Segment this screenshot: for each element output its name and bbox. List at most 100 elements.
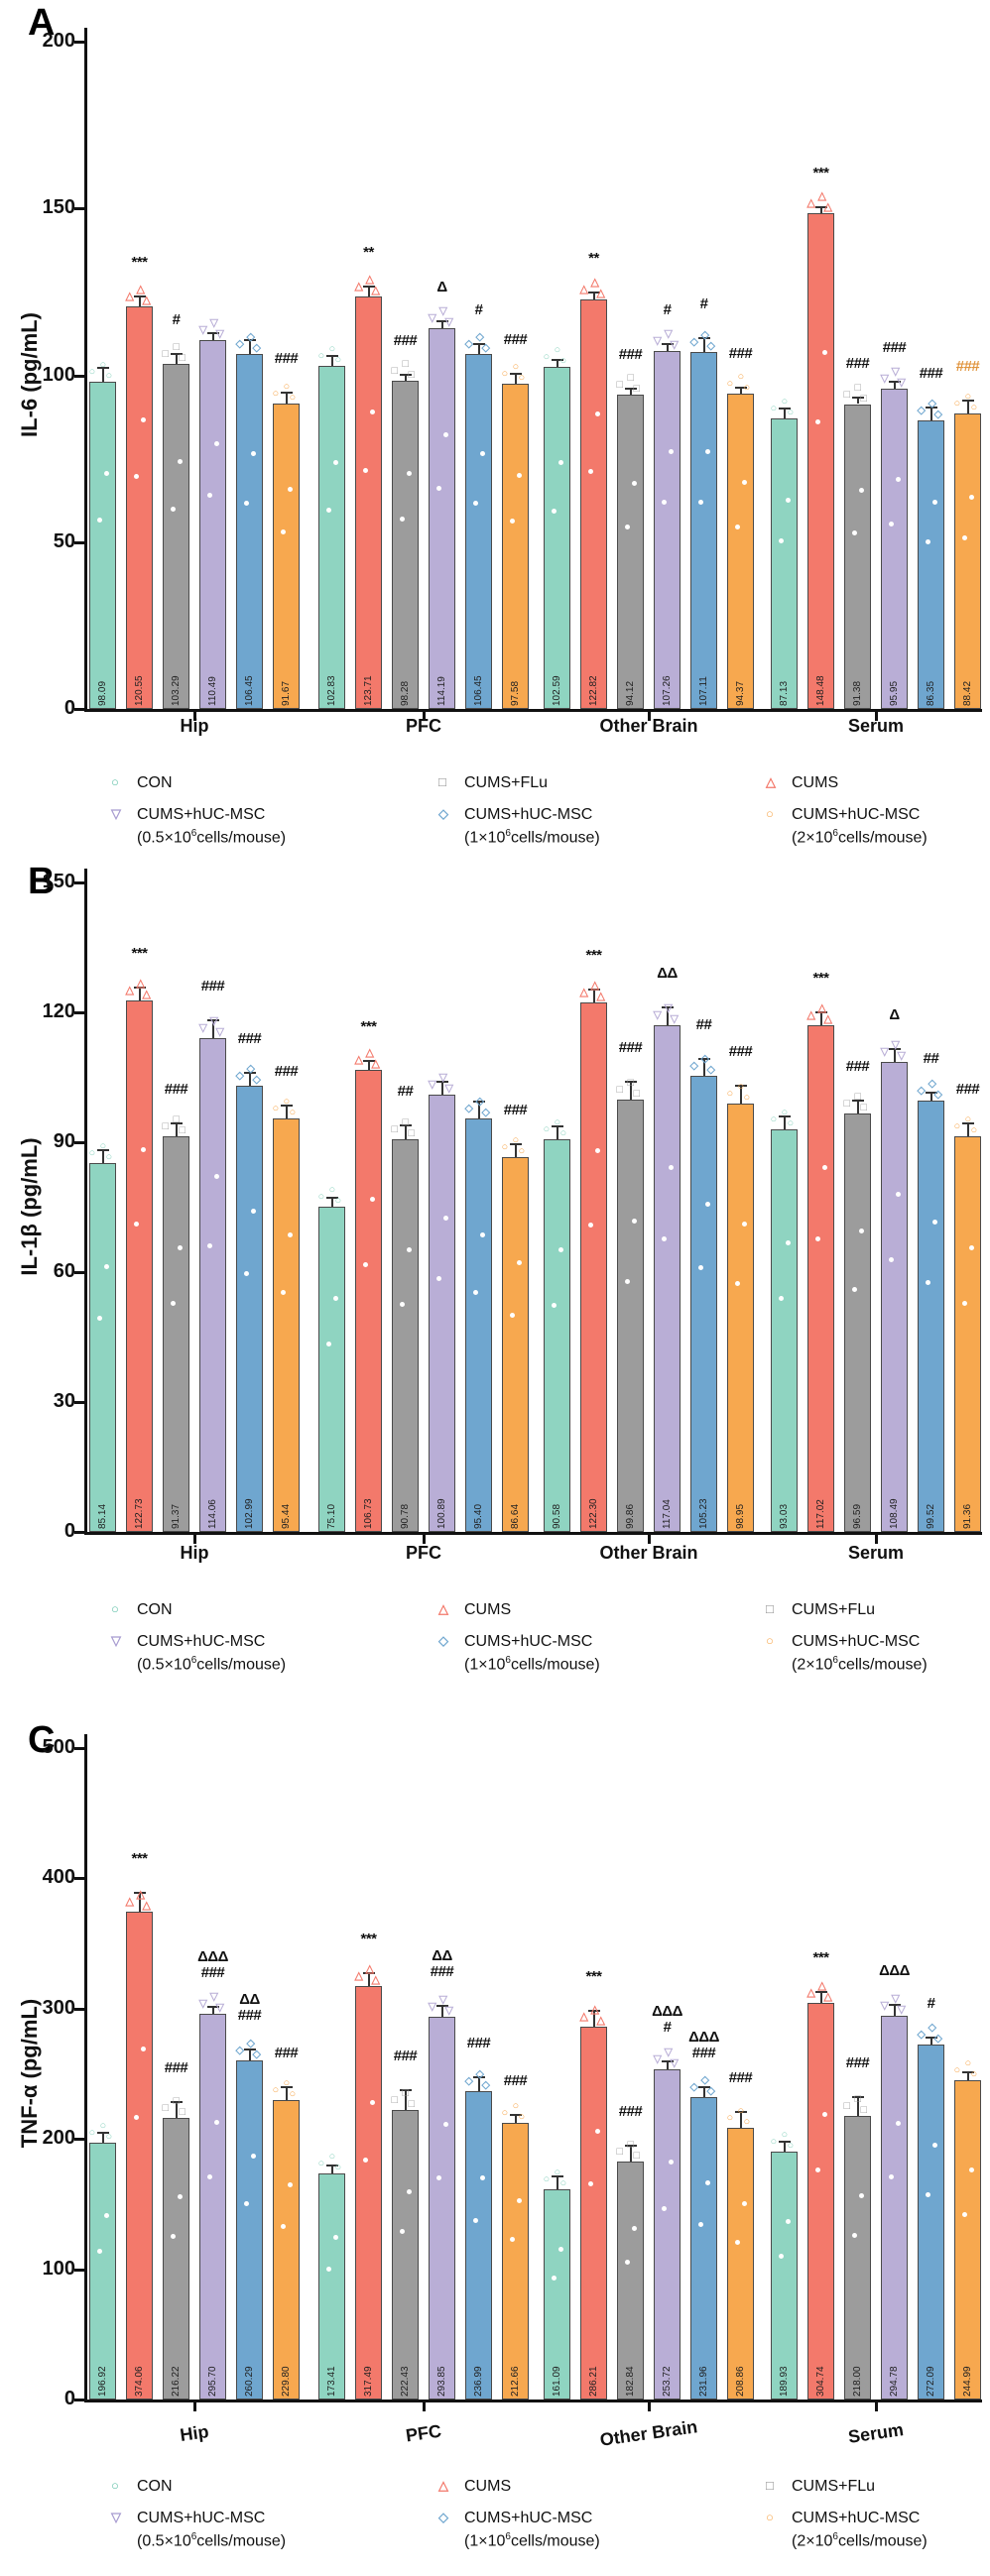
data-point-marker: ○ [105,369,113,382]
error-bar [248,1073,251,1087]
data-point-in-bar [206,2173,212,2179]
data-point-in-bar [624,1279,630,1285]
bar-value-label: 212.66 [509,2366,521,2397]
data-point-marker: ▽ [670,2056,679,2069]
error-bar [856,397,859,405]
data-point-in-bar [213,1174,219,1180]
bar-value-label: 260.29 [243,2366,255,2397]
data-point-marker: □ [179,1124,186,1137]
legend-marker-○: ○ [111,1601,119,1616]
bar [617,2161,644,2400]
data-point-in-bar [243,501,249,507]
bar-value-label: 173.41 [325,2366,337,2397]
bar [807,1025,834,1532]
error-bar [175,2102,178,2118]
data-point-in-bar [968,2167,974,2173]
data-point-in-bar [895,476,901,482]
error-bar [101,1150,104,1164]
data-point-marker: ◇ [928,2022,936,2035]
significance-marker: *** [360,1930,377,1947]
data-point-marker: □ [860,2103,868,2116]
data-point-marker: ○ [317,2158,325,2170]
y-axis-tick-label: 500 [42,1736,75,1758]
error-bar-cap [925,1091,937,1094]
significance-marker: ### [618,1039,643,1057]
data-point-in-bar [516,1259,522,1265]
bar [429,2016,455,2400]
data-point-marker: ▽ [438,1072,447,1085]
bar-value-label: 107.11 [697,676,709,706]
data-point-marker: ○ [334,2162,342,2174]
data-point-marker: ○ [554,343,561,356]
x-axis-group-tick [875,1535,878,1544]
significance-marker: *** [812,969,829,987]
significance-marker: *** [812,1949,829,1967]
data-point-in-bar [551,508,557,514]
data-point-marker: □ [633,1087,641,1100]
error-bar-cap [472,342,485,345]
data-point-marker: ○ [726,2111,734,2124]
significance-marker: *** [131,1849,148,1867]
y-axis-tick-label: 300 [42,1996,75,2019]
data-point-marker: ○ [512,1133,520,1146]
data-point-marker: ○ [953,398,961,410]
data-point-in-bar [280,1290,286,1296]
data-point-in-bar [442,432,448,438]
error-bar-cap [851,2096,864,2099]
data-point-in-bar [704,1202,710,1208]
bar-value-label: 110.49 [206,676,218,706]
significance-marker: # [172,311,181,329]
error-bar [929,2037,932,2046]
bar-value-label: 103.29 [170,675,182,706]
error-bar-cap [325,1197,338,1200]
data-point-marker: ○ [501,1140,509,1153]
data-point-marker: □ [391,2093,399,2106]
legend-marker-△: △ [766,774,776,789]
data-point-marker: △ [806,197,815,210]
bar-value-label: 91.36 [961,1503,973,1529]
legend-marker-◇: ◇ [438,2510,448,2524]
error-bar [367,1061,370,1070]
data-point-marker: △ [371,1057,380,1070]
data-point-in-bar [442,2121,448,2127]
significance-marker: *** [131,254,148,272]
data-point-in-bar [821,1165,827,1171]
x-axis-group-tick [648,1535,651,1544]
error-bar [477,2077,480,2091]
bar [273,1118,300,1532]
bar-value-label: 75.10 [325,1503,337,1529]
data-point-marker: ○ [272,2084,280,2097]
y-axis-tick [74,1271,84,1274]
error-bar-cap [961,400,974,402]
data-point-in-bar [399,2229,405,2235]
error-bar-cap [399,2089,412,2092]
error-bar [966,401,969,414]
data-point-marker: □ [627,372,635,385]
significance-marker: ### [503,1101,528,1118]
bar-value-label: 294.78 [888,2366,900,2397]
data-point-marker: ○ [737,371,745,384]
y-axis-tick-label: 120 [42,1000,75,1022]
data-point-marker: ◇ [235,337,244,350]
bar-value-label: 120.55 [133,675,145,706]
bar-value-label: 98.28 [399,680,411,706]
legend-label: CUMS+hUC-MSC (2×106cells/mouse) [792,2510,928,2550]
data-point-marker: ▽ [215,2002,224,2015]
significance-marker: # [699,295,708,313]
bar [355,1985,382,2400]
data-point-marker: ▽ [198,1998,207,2011]
bar-value-label: 107.26 [661,675,673,706]
data-point-marker: ◇ [235,2044,244,2056]
data-point-marker: ◇ [928,398,936,410]
data-point-marker: △ [136,978,145,991]
bar-value-label: 100.89 [435,1498,447,1529]
legend-label: CUMS+hUC-MSC (1×106cells/mouse) [464,806,600,847]
data-point-marker: ○ [518,371,526,384]
data-point-in-bar [587,2180,593,2186]
data-point-marker: △ [125,985,134,997]
bar-value-label: 122.30 [587,1498,599,1529]
data-point-marker: ○ [512,360,520,373]
y-axis-tick [74,2268,84,2272]
data-point-in-bar [250,1209,256,1215]
data-point-in-bar [661,2205,667,2211]
